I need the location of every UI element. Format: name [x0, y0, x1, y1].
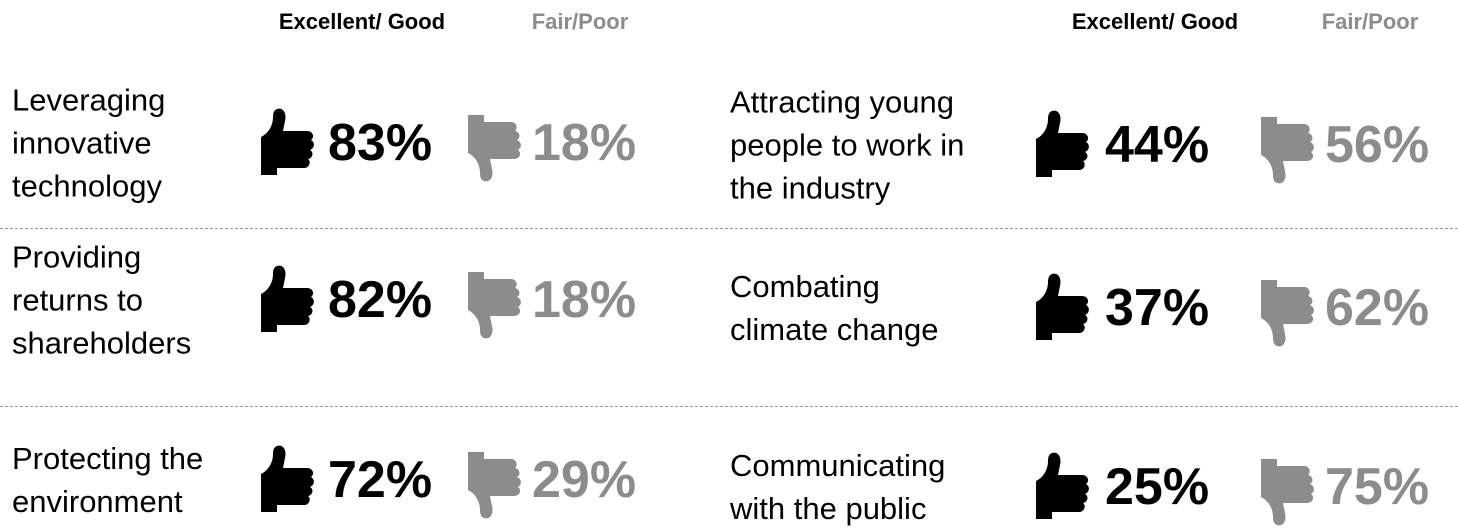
thumbs-down-shape [1261, 459, 1314, 526]
good-percent: 37% [1105, 279, 1210, 337]
row-label: Leveraging innovative technology [12, 79, 165, 208]
header-good: Excellent/ Good [1071, 9, 1239, 34]
thumbs-down-shape [468, 452, 521, 519]
label-line: the industry [730, 170, 891, 206]
thumbs-up [261, 445, 314, 512]
good-percent: 25% [1105, 458, 1210, 516]
header-poor: Fair/Poor [1321, 9, 1419, 34]
separator [0, 406, 1458, 407]
good-percent: 82% [328, 271, 433, 329]
thumbs-up-shape [261, 108, 314, 175]
label-line: Attracting young [730, 84, 955, 120]
thumbs-up-shape [1036, 452, 1089, 519]
good-percent: 83% [328, 114, 433, 172]
header-poor: Fair/Poor [531, 9, 629, 34]
thumbs-down [1261, 459, 1314, 526]
poor-percent: 62% [1325, 279, 1430, 337]
good-percent: 44% [1105, 116, 1210, 174]
good-percent: 72% [328, 451, 433, 509]
thumbs-up [1036, 110, 1089, 177]
label-line: with the public [730, 491, 927, 526]
thumbs-down [468, 272, 521, 339]
thumbs-up [261, 265, 314, 332]
label-line: climate change [730, 312, 939, 347]
label-line: Leveraging [12, 82, 166, 118]
poor-percent: 18% [532, 114, 637, 172]
label-line: Protecting the [12, 441, 204, 476]
poor-percent: 29% [532, 451, 637, 509]
thumbs-up [1036, 452, 1089, 519]
label-line: environment [12, 484, 183, 519]
thumbs-up [261, 108, 314, 175]
row-label: Communicating with the public [730, 444, 945, 530]
label-line: people to work in [730, 127, 965, 163]
thumbs-up-shape [1036, 273, 1089, 340]
header-good: Excellent/ Good [278, 9, 446, 34]
separator [0, 228, 1458, 229]
label-line: Combating [730, 269, 880, 304]
thumbs-down [468, 452, 521, 519]
thumbs-up-shape [261, 265, 314, 332]
label-line: shareholders [12, 325, 192, 361]
row-label: Providing returns to shareholders [12, 236, 191, 365]
label-line: technology [12, 168, 162, 204]
thumbs-down-shape [1261, 280, 1314, 347]
row-label: Attracting young people to work in the ind… [730, 81, 964, 210]
poor-percent: 18% [532, 271, 637, 329]
thumbs-up-shape [261, 445, 314, 512]
label-line: innovative [12, 125, 152, 161]
thumbs-up-shape [1036, 110, 1089, 177]
label-line: returns to [12, 282, 143, 318]
thumbs-down [1261, 280, 1314, 347]
thumbs-up [1036, 273, 1089, 340]
row-label: Combating climate change [730, 265, 939, 351]
label-line: Providing [12, 239, 142, 275]
thumbs-down [1261, 117, 1314, 184]
label-line: Communicating [730, 448, 946, 483]
poor-percent: 75% [1325, 458, 1430, 516]
poor-percent: 56% [1325, 116, 1430, 174]
thumbs-down-shape [468, 272, 521, 339]
row-label: Protecting the environment [12, 437, 203, 523]
thumbs-down-shape [468, 115, 521, 182]
thumbs-down [468, 115, 521, 182]
thumbs-down-shape [1261, 117, 1314, 184]
